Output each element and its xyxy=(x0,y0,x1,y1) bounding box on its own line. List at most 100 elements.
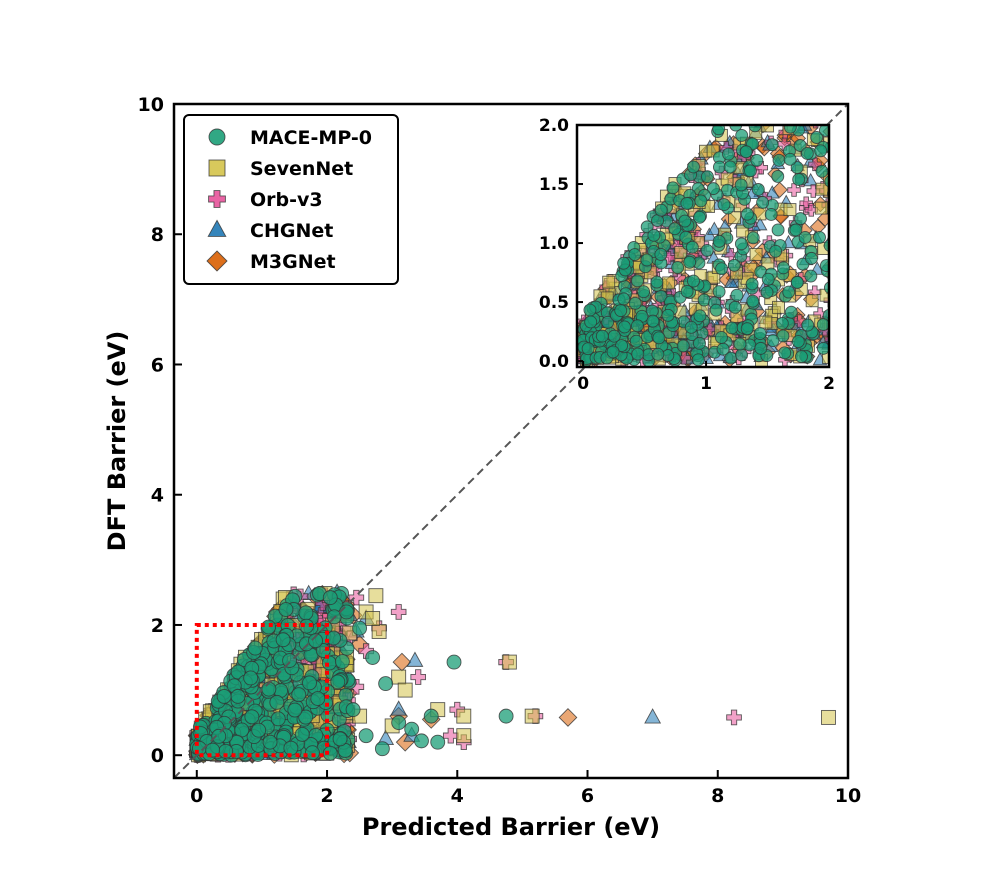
mace-mp-0-point xyxy=(326,630,341,646)
sevennet-inset-point xyxy=(909,107,921,119)
mace-mp-0-inset-point xyxy=(859,267,871,279)
legend-box xyxy=(183,114,399,285)
chgnet-inset-point xyxy=(851,201,864,213)
mace-mp-0-inset-point xyxy=(745,277,759,291)
m3gnet-inset-point xyxy=(850,237,865,252)
m3gnet-inset-point xyxy=(852,76,867,91)
sevennet-inset-point xyxy=(862,328,874,340)
mace-mp-0-inset-point xyxy=(601,315,615,329)
m3gnet-inset-point xyxy=(854,351,869,366)
mace-mp-0-inset-point xyxy=(855,312,867,324)
m3gnet-inset-point xyxy=(851,93,866,108)
sevennet-inset-point xyxy=(915,66,927,78)
mace-mp-0-inset-point xyxy=(647,228,661,242)
mace-mp-0-inset-point xyxy=(819,259,829,273)
inset-y-tick-label: 1.0 xyxy=(539,234,569,254)
m3gnet-inset-point xyxy=(813,62,828,77)
sevennet-inset-point xyxy=(736,224,750,238)
mace-mp-0-inset-point xyxy=(680,285,694,298)
mace-mp-0-point xyxy=(423,708,439,724)
mace-mp-0-inset-point xyxy=(743,164,757,178)
inset-plot: 0 1 2 0.0 0.5 1.0 1.5 2.0 xyxy=(539,62,972,394)
orb-v3-inset-point xyxy=(854,126,867,139)
sevennet-point xyxy=(365,611,381,626)
m3gnet-inset-point xyxy=(857,80,872,95)
mace-mp-0-point xyxy=(391,715,407,731)
mace-mp-0-inset-point xyxy=(795,350,808,364)
mace-mp-0-point xyxy=(275,632,291,648)
orb-v3-inset-point xyxy=(866,142,879,155)
mace-mp-0-inset-point xyxy=(693,210,707,224)
sevennet-inset-point xyxy=(855,102,867,114)
legend-label: Orb-v3 xyxy=(250,189,323,211)
sevennet-inset-point xyxy=(817,242,829,255)
sevennet-inset-point xyxy=(859,284,871,296)
mace-mp-0-inset-point xyxy=(706,182,720,196)
mace-mp-0-point xyxy=(358,728,374,744)
main-plot-frame xyxy=(172,102,850,780)
m3gnet-inset-point xyxy=(733,88,748,103)
mace-mp-0-inset-point xyxy=(735,128,749,142)
mace-mp-0-point xyxy=(230,688,246,704)
m3gnet-inset-point xyxy=(833,76,848,91)
mace-mp-0-inset-point xyxy=(679,230,693,244)
sevennet-inset-point xyxy=(861,191,873,203)
mace-mp-0-inset-point xyxy=(734,237,748,251)
mace-mp-0-inset-point xyxy=(617,292,631,306)
sevennet-inset-point xyxy=(749,247,763,261)
sevennet-inset-point xyxy=(740,72,752,84)
mace-mp-0-inset-point xyxy=(784,305,798,319)
mace-mp-0-inset-point xyxy=(746,231,760,245)
sevennet-inset-point xyxy=(921,131,933,143)
mace-mp-0-inset-point xyxy=(849,317,861,329)
y-axis-title: DFT Barrier (eV) xyxy=(103,331,131,552)
m3gnet-inset-point xyxy=(957,283,972,298)
orb-v3-point xyxy=(442,727,459,744)
mace-mp-0-inset-point xyxy=(863,327,875,339)
orb-v3-inset-point xyxy=(849,79,862,92)
mace-mp-0-point xyxy=(334,654,350,669)
orb-v3-inset-point xyxy=(921,125,934,138)
mace-mp-0-inset-point xyxy=(676,339,690,353)
sevennet-inset-point xyxy=(856,267,868,279)
mace-mp-0-inset-point xyxy=(861,161,873,173)
chgnet-inset-point xyxy=(865,215,878,227)
mace-mp-0-inset-point xyxy=(854,332,866,344)
mace-mp-0-point xyxy=(216,688,232,704)
sevennet-point xyxy=(501,654,517,670)
orb-v3-legend-marker xyxy=(208,190,226,208)
chgnet-inset-point xyxy=(852,169,865,181)
mace-mp-0-inset-point xyxy=(848,325,860,337)
mace-mp-0-point xyxy=(339,604,355,620)
mace-mp-0-point xyxy=(244,709,260,725)
mace-mp-0-point xyxy=(404,721,420,737)
inset-y-ticks: 0.0 0.5 1.0 1.5 2.0 xyxy=(539,116,583,372)
mace-mp-0-inset-point xyxy=(814,144,828,158)
mace-mp-0-inset-point xyxy=(693,336,706,350)
sevennet-inset-point xyxy=(858,189,870,201)
mace-mp-0-point xyxy=(234,722,250,738)
mace-mp-0-inset-point xyxy=(840,83,852,95)
m3gnet-inset-point xyxy=(848,213,863,228)
mace-mp-0-point xyxy=(299,618,314,634)
mace-mp-0-inset-point xyxy=(763,67,775,79)
mace-mp-0-point xyxy=(247,640,263,656)
m3gnet-inset-point xyxy=(834,80,849,95)
orb-v3-inset-point xyxy=(856,326,869,339)
chgnet-inset-point xyxy=(810,86,823,98)
mace-mp-0-inset-point xyxy=(764,207,778,221)
mace-mp-0-inset-point xyxy=(650,275,664,289)
chgnet-point xyxy=(406,651,424,667)
mace-mp-0-inset-point xyxy=(709,303,723,317)
mace-mp-0-point xyxy=(269,694,285,710)
mace-mp-0-inset-point xyxy=(583,303,597,317)
mace-mp-0-point xyxy=(302,675,317,691)
mace-mp-0-inset-point xyxy=(791,335,805,349)
mace-mp-0-inset-point xyxy=(740,207,754,221)
sevennet-point xyxy=(391,669,407,685)
mace-mp-0-inset-point xyxy=(858,340,870,352)
mace-mp-0-inset-point xyxy=(927,343,939,355)
mace-mp-0-inset-point xyxy=(640,220,654,234)
mace-mp-0-point xyxy=(304,745,320,761)
mace-mp-0-inset-point xyxy=(654,203,668,217)
